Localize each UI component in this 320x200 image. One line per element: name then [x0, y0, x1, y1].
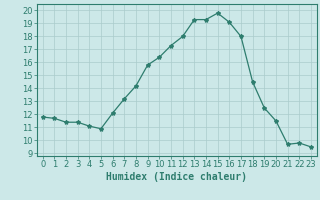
X-axis label: Humidex (Indice chaleur): Humidex (Indice chaleur)	[106, 172, 247, 182]
